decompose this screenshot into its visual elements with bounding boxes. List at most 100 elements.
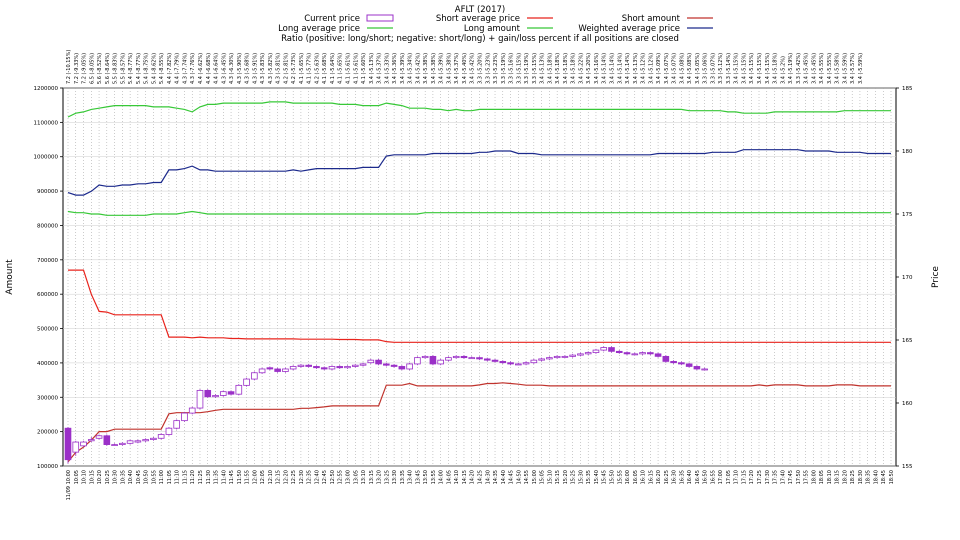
x-tick-label: 15:35 — [586, 470, 592, 484]
x-tick-label: 10:35 — [120, 470, 126, 484]
candle — [344, 366, 351, 369]
left-tick-label: 400000 — [37, 361, 58, 367]
x-tick-label: 11:20 — [190, 470, 196, 484]
x-tick-label: 13:10 — [361, 470, 367, 484]
top-ratio-label: 3.4 (-5.55%) — [827, 53, 833, 84]
top-ratio-label: 3.3 (-5.06%) — [703, 53, 709, 84]
top-ratio-label: 3.3 (-5.16%) — [509, 53, 515, 84]
top-ratio-label: 3.3 (-5.42%) — [796, 53, 802, 84]
top-ratio-label: 4.1 (-5.61%) — [353, 53, 359, 84]
top-ratio-label: 4.3 (-7.74%) — [182, 53, 188, 84]
x-tick-label: 17:05 — [726, 470, 732, 484]
left-tick-label: 1000000 — [34, 155, 59, 161]
legend-label: Weighted average price — [578, 24, 680, 34]
top-ratio-label: 3.4 (-5.12%) — [641, 53, 647, 84]
candle — [188, 407, 196, 414]
top-ratio-label: 4.3 (-5.82%) — [268, 53, 274, 84]
legend-label: Short average price — [436, 14, 520, 24]
x-tick-label: 15:30 — [578, 470, 584, 484]
candle — [266, 367, 274, 370]
x-tick-label: 16:55 — [710, 470, 716, 484]
top-ratio-label: 3.4 (-5.15%) — [765, 53, 771, 84]
x-tick-label: 16:50 — [703, 470, 709, 484]
candle — [336, 366, 344, 369]
top-ratio-label: 3.4 (-5.37%) — [377, 53, 383, 84]
candle — [639, 352, 646, 355]
x-tick-label: 17:10 — [734, 470, 740, 484]
x-tick-label: 11:55 — [245, 470, 251, 484]
candle — [654, 353, 662, 357]
top-ratio-label: 3.4 (-5.16%) — [594, 53, 600, 84]
top-ratio-label: 5.6 (-8.64%) — [105, 53, 111, 84]
candle — [87, 439, 95, 442]
x-tick-label: 16:40 — [687, 470, 693, 484]
x-tick-label: 17:20 — [749, 470, 755, 484]
candle — [142, 439, 149, 442]
top-ratio-label: 4.1 (-5.65%) — [338, 53, 344, 84]
candle — [212, 395, 219, 398]
top-ratio-label: 4.3 (-5.83%) — [260, 53, 266, 84]
top-ratio-label: 3.4 (-5.13%) — [540, 53, 546, 84]
x-tick-label: 12:10 — [268, 470, 274, 484]
x-tick-label: 12:15 — [276, 470, 282, 484]
top-ratio-label: 3.3 (-5.20%) — [478, 53, 484, 84]
candle — [421, 355, 429, 359]
candle — [165, 427, 173, 435]
x-tick-label: 13:40 — [408, 470, 414, 484]
top-ratio-label: 3.4 (-5.40%) — [462, 53, 468, 84]
top-ratio-label: 3.4 (-5.20%) — [586, 53, 592, 84]
x-tick-label: 16:20 — [656, 470, 662, 484]
top-ratio-label: 4.1 (-5.64%) — [330, 53, 336, 84]
x-tick-label: 14:20 — [470, 470, 476, 484]
x-tick-label: 17:15 — [741, 470, 747, 484]
candle — [569, 354, 576, 357]
top-ratio-label: 4.3 (-6.45%) — [221, 53, 227, 84]
x-tick-label: 14:35 — [493, 470, 499, 484]
left-tick-label: 700000 — [37, 258, 58, 264]
top-ratio-label: 4.3 (-7.76%) — [190, 53, 196, 84]
candle — [553, 355, 561, 359]
candle — [204, 389, 212, 398]
x-tick-label: 11:05 — [167, 470, 173, 484]
top-ratio-label: 3.4 (-5.57%) — [850, 53, 856, 84]
x-tick-label: 11:10 — [175, 470, 181, 484]
candle — [150, 437, 157, 440]
x-tick-label: 18:25 — [850, 470, 856, 484]
x-tick-label: 10:30 — [113, 470, 119, 484]
candle — [530, 359, 538, 364]
top-ratio-label: 3.4 (-5.55%) — [819, 53, 825, 84]
top-ratio-label: 3.3 (-5.19%) — [501, 53, 507, 84]
candle — [460, 355, 468, 359]
x-tick-label: 18:35 — [866, 470, 872, 484]
candle — [289, 366, 297, 370]
candle — [429, 355, 437, 365]
top-ratio-label: 3.4 (-5.15%) — [734, 53, 740, 84]
top-ratio-label: 3.4 (-5.19%) — [788, 53, 794, 84]
candle — [608, 347, 615, 352]
x-tick-label: 16:05 — [633, 470, 639, 484]
left-tick-label: 500000 — [37, 327, 58, 333]
top-ratio-label: 3.4 (-5.14%) — [602, 53, 608, 84]
x-tick-label: 12:25 — [291, 470, 297, 484]
x-tick-label: 14:40 — [501, 470, 507, 484]
candle — [258, 368, 266, 374]
candle — [282, 368, 289, 372]
x-tick-label: 18:20 — [842, 470, 848, 484]
top-ratio-label: 3.3 (-5.19%) — [524, 53, 530, 84]
right-tick-label: 165 — [902, 338, 913, 344]
left-tick-label: 1200000 — [34, 86, 59, 92]
top-ratio-label: 3.3 (-5.12%) — [718, 53, 724, 84]
x-tick-label: 14:00 — [439, 470, 445, 484]
top-ratio-label: 4.2 (-5.73%) — [291, 53, 297, 84]
top-ratio-label: 5.4 (-8.55%) — [159, 53, 165, 84]
top-ratio-label: 4.3 (-6.30%) — [229, 53, 235, 84]
top-ratio-label: 7.2 (-9.05%) — [82, 53, 88, 84]
legend: Current price Short average price Short am… — [278, 14, 713, 34]
candle — [515, 363, 522, 366]
candle — [414, 357, 421, 365]
x-tick-label: 16:15 — [648, 470, 654, 484]
x-tick-label: 12:20 — [283, 470, 289, 484]
x-tick-label: 12:00 — [252, 470, 258, 484]
x-tick-label: 16:35 — [679, 470, 685, 484]
x-tick-label: 17:25 — [757, 470, 763, 484]
